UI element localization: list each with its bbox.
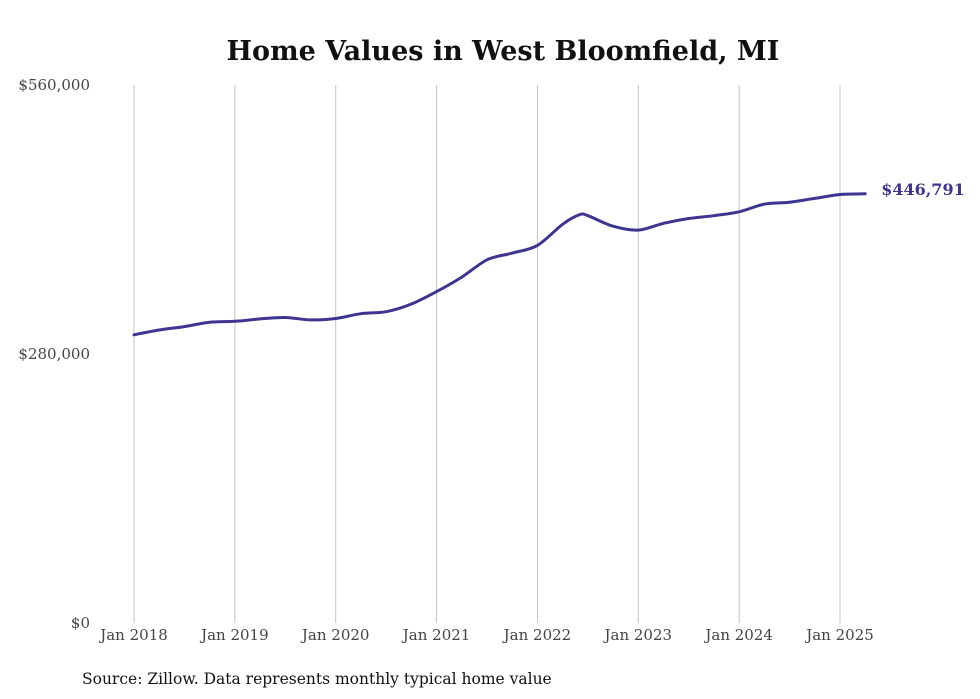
y-tick-label: $280,000 bbox=[18, 345, 90, 363]
y-tick-label: $560,000 bbox=[18, 76, 90, 94]
x-tick-label: Jan 2025 bbox=[804, 626, 874, 644]
x-tick-label: Jan 2019 bbox=[199, 626, 269, 644]
x-tick-label: Jan 2021 bbox=[401, 626, 471, 644]
chart-title: Home Values in West Bloomfield, MI bbox=[227, 36, 780, 67]
y-axis-ticks: $0 $280,000 $560,000 bbox=[18, 76, 90, 632]
grid-layer bbox=[133, 85, 841, 623]
x-tick-label: Jan 2023 bbox=[603, 626, 673, 644]
series-layer bbox=[132, 192, 867, 337]
series-line bbox=[132, 192, 867, 337]
x-axis-ticks: Jan 2018 Jan 2019 Jan 2020 Jan 2021 Jan 2022… bbox=[98, 626, 874, 644]
x-tick-label: Jan 2024 bbox=[703, 626, 773, 644]
x-tick-label: Jan 2020 bbox=[300, 626, 370, 644]
x-tick-label: Jan 2022 bbox=[502, 626, 572, 644]
y-tick-label: $0 bbox=[71, 614, 90, 632]
end-value-label: $446,791 bbox=[881, 180, 965, 199]
source-note: Source: Zillow. Data represents monthly … bbox=[82, 670, 552, 688]
x-tick-label: Jan 2018 bbox=[98, 626, 168, 644]
